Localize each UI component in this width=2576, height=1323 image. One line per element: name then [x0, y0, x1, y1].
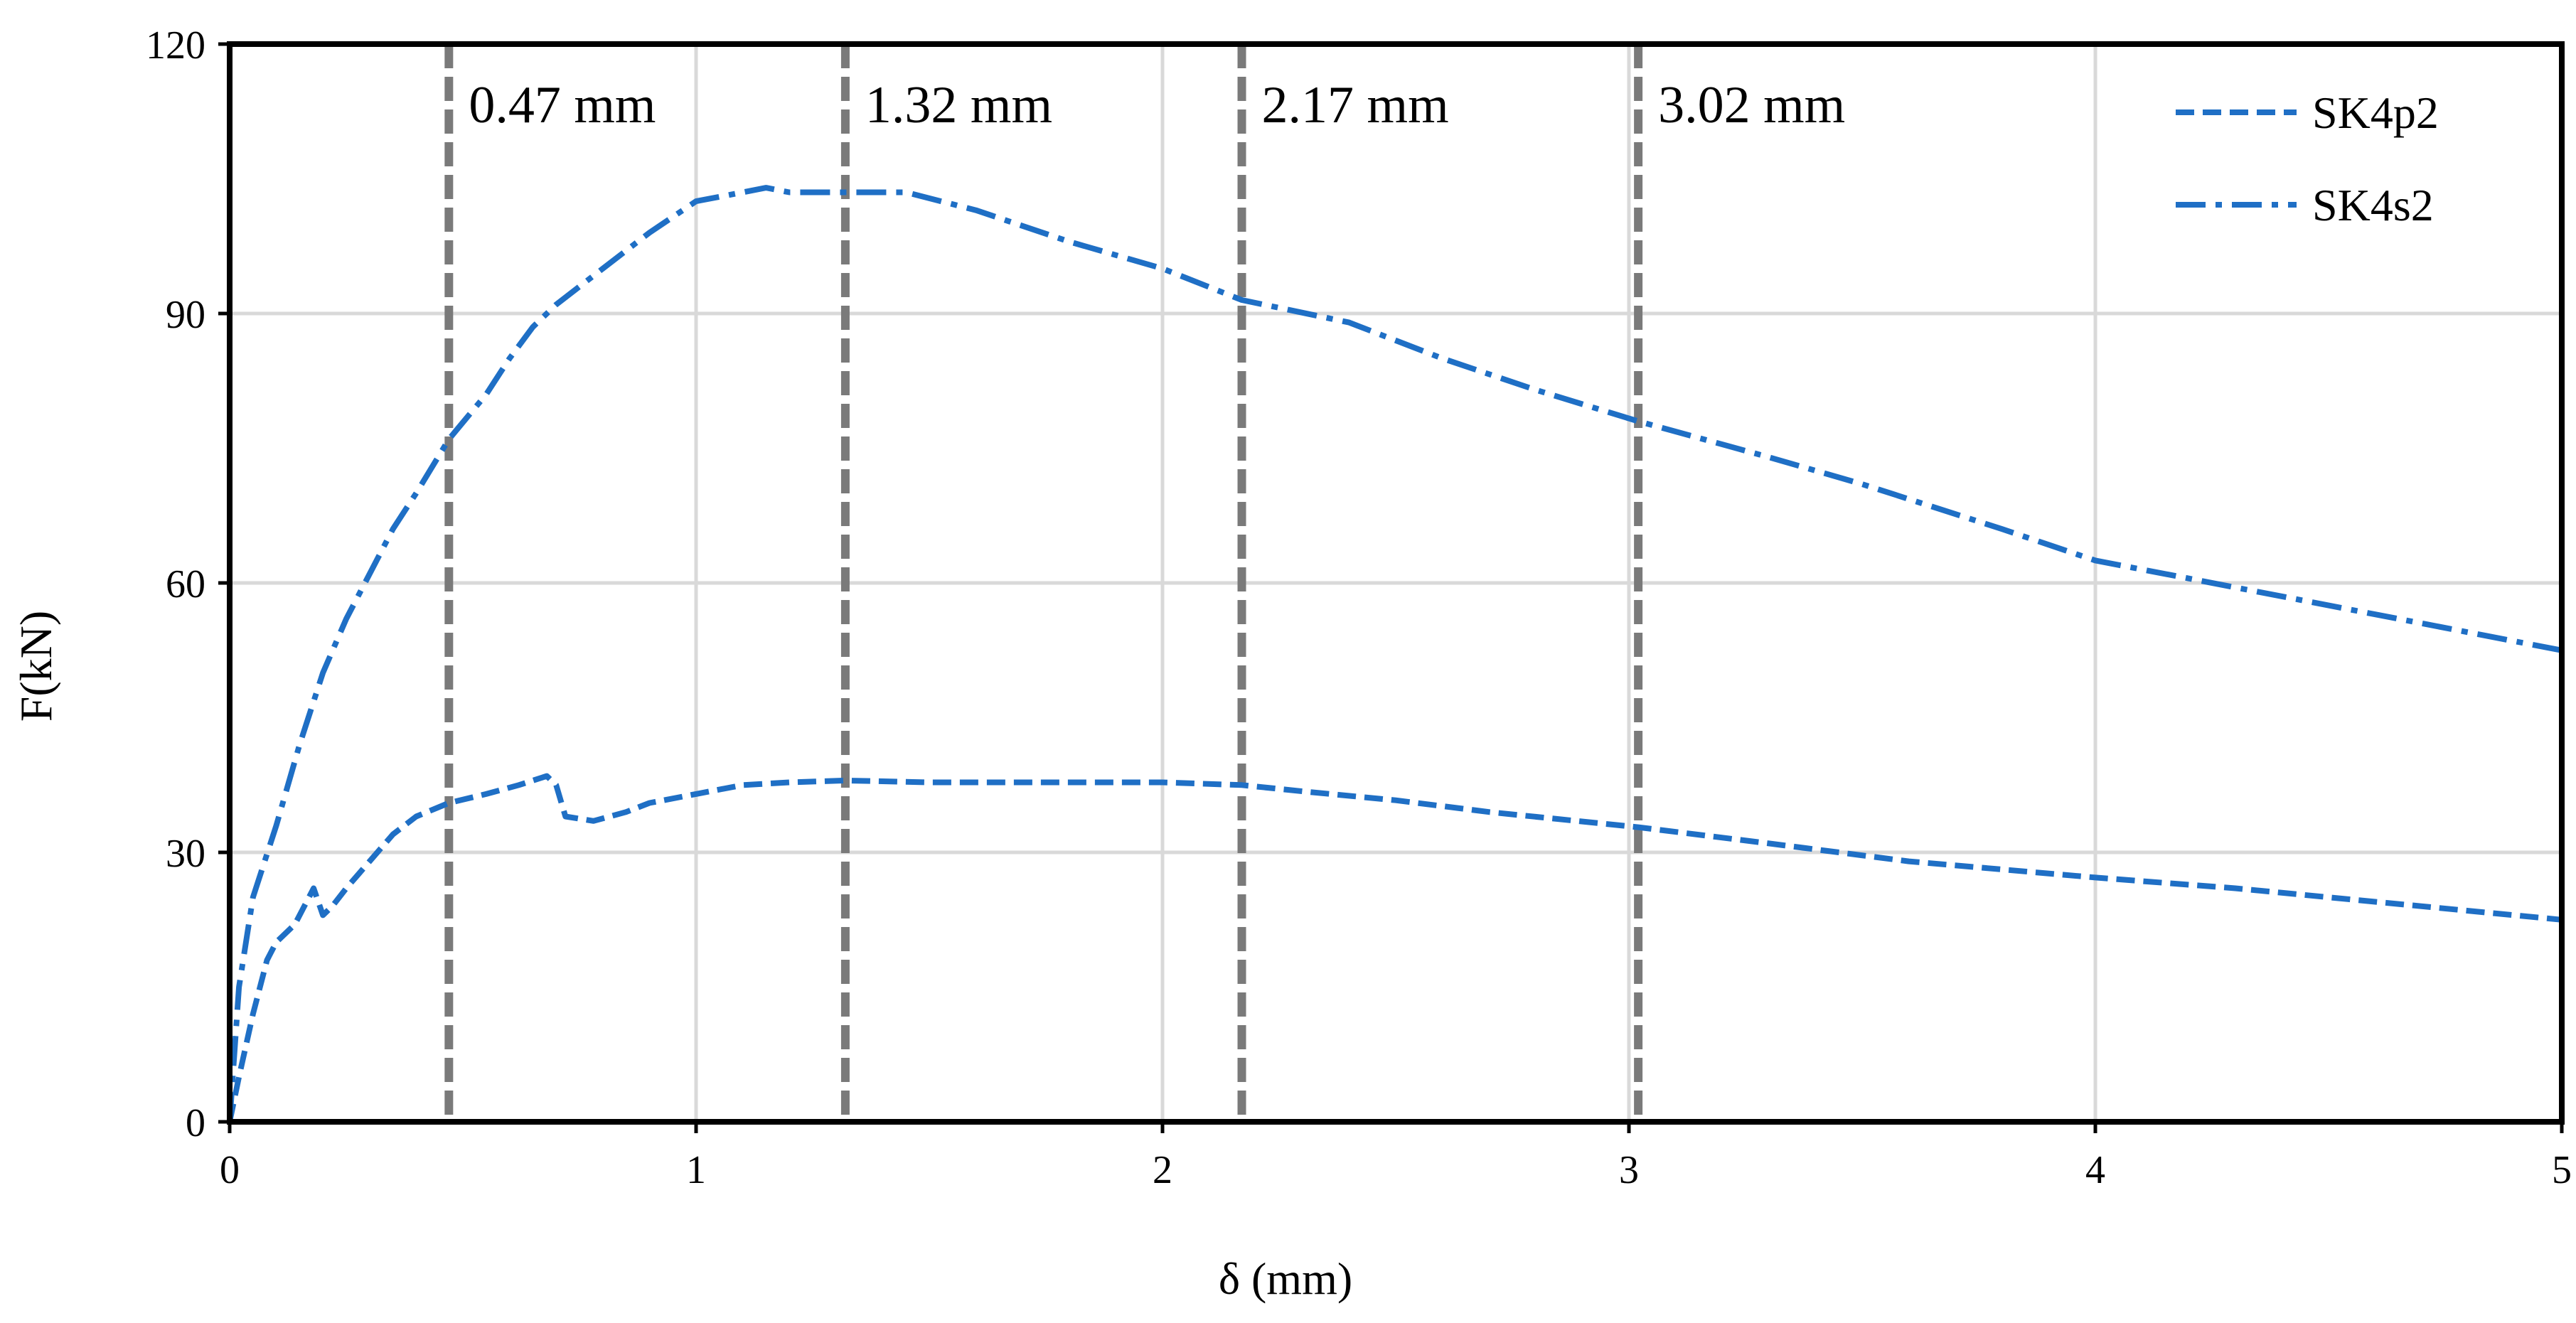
reference-line-label: 3.02 mm — [1658, 76, 1845, 134]
tick-labels-layer: 0 1 2 3 4 5 0 30 60 90 120 — [146, 23, 2572, 1192]
x-tick-label: 2 — [1153, 1148, 1172, 1192]
reference-line-label: 0.47 mm — [469, 76, 656, 134]
reference-line-label: 2.17 mm — [1262, 76, 1449, 134]
x-tick-label: 4 — [2085, 1148, 2105, 1192]
y-tick-label: 60 — [166, 562, 205, 606]
series-line-SK4p2 — [227, 773, 2562, 1123]
x-tick-label: 0 — [220, 1148, 240, 1192]
legend-label-SK4p2: SK4p2 — [2312, 87, 2439, 138]
y-tick-label: 120 — [146, 23, 205, 68]
x-tick-label: 5 — [2552, 1148, 2572, 1192]
legend-label-SK4s2: SK4s2 — [2312, 180, 2434, 230]
axes-layer — [218, 41, 2565, 1133]
reference-lines-layer: 0.47 mm 1.32 mm 2.17 mm 3.02 mm — [444, 44, 1845, 1122]
x-tick-label: 1 — [686, 1148, 706, 1192]
x-tick-label: 3 — [1619, 1148, 1639, 1192]
series-layer — [227, 185, 2562, 1123]
y-tick-label: 90 — [166, 293, 205, 337]
x-axis-title: δ (mm) — [1219, 1253, 1352, 1304]
y-tick-label: 0 — [186, 1101, 205, 1145]
y-axis-title: F(kN) — [11, 611, 61, 722]
y-tick-label: 30 — [166, 832, 205, 876]
series-line-SK4s2 — [227, 185, 2562, 1123]
grid-layer — [230, 44, 2562, 1122]
legend: SK4p2 SK4s2 — [2176, 87, 2439, 230]
reference-line-label: 1.32 mm — [865, 76, 1052, 134]
